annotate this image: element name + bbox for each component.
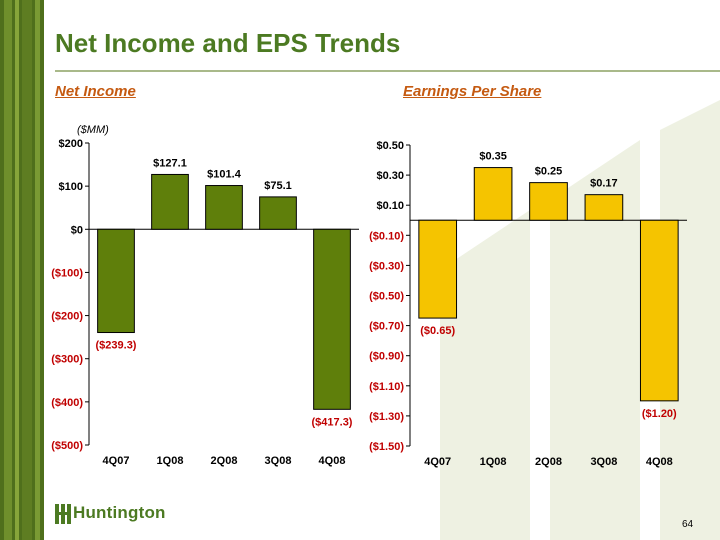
eps-bar-2q08	[529, 182, 568, 221]
ni-y-tick-label: ($500)	[51, 440, 83, 452]
ni-y-tick-label: ($200)	[51, 311, 83, 323]
ni-y-tick-label: $200	[59, 138, 83, 150]
eps-bar-4q07	[418, 219, 458, 319]
ni-data-label: $127.1	[153, 157, 187, 169]
eps-chart: $0.50 $0.30 $0.10 ($0.10) ($0.30) ($0.50) ($0.…	[369, 140, 687, 468]
eps-y-tick-label: ($1.10)	[369, 381, 404, 393]
ni-y-tick-label: $0	[71, 224, 83, 236]
sidebar-stripes	[0, 0, 44, 540]
eps-data-label: $0.35	[479, 151, 507, 163]
page-title: Net Income and EPS Trends	[55, 28, 401, 58]
ni-category-label: 3Q08	[265, 455, 292, 467]
page-number: 64	[682, 519, 694, 530]
ni-data-label: ($239.3)	[96, 340, 137, 352]
ni-bar-3q08	[259, 196, 297, 230]
ni-y-tick-label: ($400)	[51, 397, 83, 409]
eps-bar-3q08	[584, 194, 624, 221]
ni-category-label: 2Q08	[211, 455, 238, 467]
eps-subtitle: Earnings Per Share	[403, 83, 542, 100]
huntington-logo-icon	[55, 504, 71, 524]
ni-category-label: 4Q08	[319, 455, 346, 467]
ni-bar-4q08	[313, 228, 351, 410]
eps-category-label: 2Q08	[535, 456, 562, 468]
ni-data-label: ($417.3)	[312, 416, 353, 428]
ni-data-label: $75.1	[264, 180, 292, 192]
eps-data-label: $0.17	[590, 178, 618, 190]
eps-y-tick-label: $0.30	[376, 170, 404, 182]
eps-data-label: $0.25	[535, 166, 563, 178]
ni-bar-1q08	[151, 173, 189, 230]
background-watermark	[440, 100, 720, 540]
eps-category-label: 3Q08	[590, 456, 617, 468]
eps-y-tick-label: $0.10	[376, 200, 404, 212]
ni-category-label: 1Q08	[157, 455, 184, 467]
eps-category-label: 4Q08	[646, 456, 673, 468]
eps-y-tick-label: ($0.30)	[369, 260, 404, 272]
eps-data-label: ($0.65)	[420, 325, 455, 337]
eps-category-label: 4Q07	[424, 456, 451, 468]
eps-bar-4q08	[639, 219, 679, 402]
title-divider	[55, 70, 720, 72]
huntington-logo-text: Huntington	[73, 503, 166, 522]
net-income-chart: $200 $100 $0 ($100) ($200) ($300) ($400) ($500)…	[51, 138, 359, 467]
eps-y-tick-label: ($1.30)	[369, 411, 404, 423]
ni-y-tick-label: ($100)	[51, 267, 83, 279]
net-income-units-label: ($MM)	[77, 124, 109, 136]
eps-y-tick-label: ($1.50)	[369, 441, 404, 453]
eps-y-tick-label: ($0.10)	[369, 230, 404, 242]
eps-bar-1q08	[473, 167, 513, 221]
ni-category-label: 4Q07	[103, 455, 130, 467]
eps-y-tick-label: $0.50	[376, 140, 404, 152]
ni-bar-4q07	[97, 228, 135, 334]
eps-category-label: 1Q08	[480, 456, 507, 468]
ni-y-tick-label: $100	[59, 181, 83, 193]
ni-data-label: $101.4	[207, 169, 242, 181]
ni-y-tick-label: ($300)	[51, 354, 83, 366]
eps-data-label: ($1.20)	[642, 408, 677, 420]
eps-y-tick-label: ($0.70)	[369, 321, 404, 333]
eps-y-tick-label: ($0.50)	[369, 291, 404, 303]
eps-y-tick-label: ($0.90)	[369, 351, 404, 363]
net-income-subtitle: Net Income	[55, 83, 136, 100]
ni-bar-2q08	[205, 185, 243, 230]
